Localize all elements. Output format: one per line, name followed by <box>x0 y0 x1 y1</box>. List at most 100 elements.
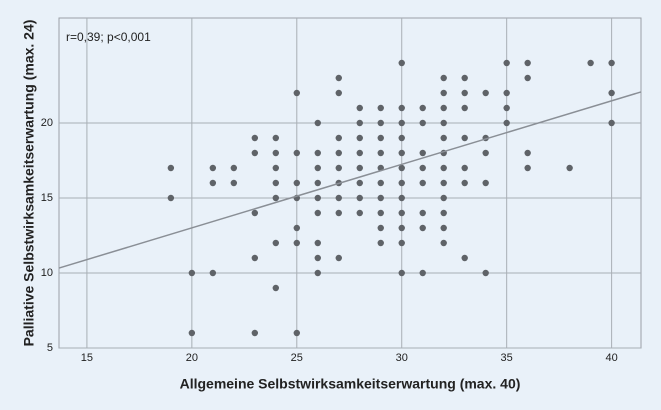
point <box>377 239 384 247</box>
x-tick-label: 40 <box>605 352 617 364</box>
point <box>293 89 300 97</box>
point <box>440 74 447 82</box>
point <box>419 209 426 217</box>
point <box>503 59 510 67</box>
point <box>356 119 363 127</box>
x-tick-label: 15 <box>81 352 93 364</box>
point <box>293 149 300 157</box>
point <box>440 104 447 112</box>
point <box>398 239 405 247</box>
point <box>419 119 426 127</box>
point <box>335 89 342 97</box>
point <box>398 104 405 112</box>
point <box>482 179 489 187</box>
point <box>440 164 447 172</box>
point <box>209 179 217 187</box>
point <box>314 149 321 157</box>
point <box>314 164 321 172</box>
y-tick-label: 15 <box>41 192 53 204</box>
point <box>293 224 300 232</box>
point <box>398 149 405 157</box>
point <box>461 164 468 172</box>
point <box>377 134 384 142</box>
point <box>314 209 321 217</box>
point <box>524 59 531 67</box>
point <box>377 119 384 127</box>
point <box>377 194 384 202</box>
point <box>587 59 594 67</box>
point <box>272 284 280 292</box>
point <box>461 89 468 97</box>
point <box>398 59 405 67</box>
y-tick-label: 10 <box>41 267 53 279</box>
point <box>272 179 280 187</box>
point <box>251 209 259 217</box>
point <box>188 269 196 277</box>
point <box>440 89 447 97</box>
x-axis-label: Allgemeine Selbstwirksamkeitserwartung (… <box>180 376 521 392</box>
point <box>440 224 447 232</box>
point <box>293 239 300 247</box>
point <box>419 224 426 232</box>
point <box>440 179 447 187</box>
point <box>251 134 259 142</box>
point <box>419 269 426 277</box>
point <box>524 164 531 172</box>
point <box>503 104 510 112</box>
point <box>482 269 489 277</box>
annotation: r=0,39; p<0,001 <box>66 30 151 44</box>
point <box>398 194 405 202</box>
point <box>440 209 447 217</box>
point <box>230 179 238 187</box>
point <box>314 194 321 202</box>
point <box>419 179 426 187</box>
point <box>209 164 217 172</box>
point <box>608 59 615 67</box>
point <box>293 329 300 337</box>
point <box>335 134 342 142</box>
point <box>461 104 468 112</box>
point <box>419 104 426 112</box>
point <box>251 254 259 262</box>
point <box>356 209 363 217</box>
point <box>272 134 280 142</box>
point <box>335 74 342 82</box>
point <box>524 149 531 157</box>
point <box>398 209 405 217</box>
y-tick-label: 20 <box>41 117 53 129</box>
point <box>461 134 468 142</box>
point <box>335 254 342 262</box>
point <box>314 269 321 277</box>
point <box>398 119 405 127</box>
point <box>377 149 384 157</box>
y-tick-label: 5 <box>47 342 53 354</box>
point <box>167 164 175 172</box>
point <box>293 179 300 187</box>
point <box>440 239 447 247</box>
point <box>335 209 342 217</box>
point <box>251 149 259 157</box>
point <box>377 104 384 112</box>
point <box>398 269 405 277</box>
point <box>440 194 447 202</box>
point <box>482 89 489 97</box>
point <box>335 149 342 157</box>
x-tick-label: 20 <box>186 352 198 364</box>
point <box>398 224 405 232</box>
point <box>608 119 615 127</box>
point <box>167 194 175 202</box>
point <box>272 149 280 157</box>
point <box>398 164 405 172</box>
point <box>461 254 468 262</box>
point <box>503 119 510 127</box>
point <box>377 209 384 217</box>
point <box>314 239 321 247</box>
point <box>461 179 468 187</box>
point <box>251 329 259 337</box>
point <box>356 179 363 187</box>
fit-line <box>58 91 642 269</box>
point <box>566 164 573 172</box>
point <box>377 179 384 187</box>
point <box>335 164 342 172</box>
point <box>356 104 363 112</box>
